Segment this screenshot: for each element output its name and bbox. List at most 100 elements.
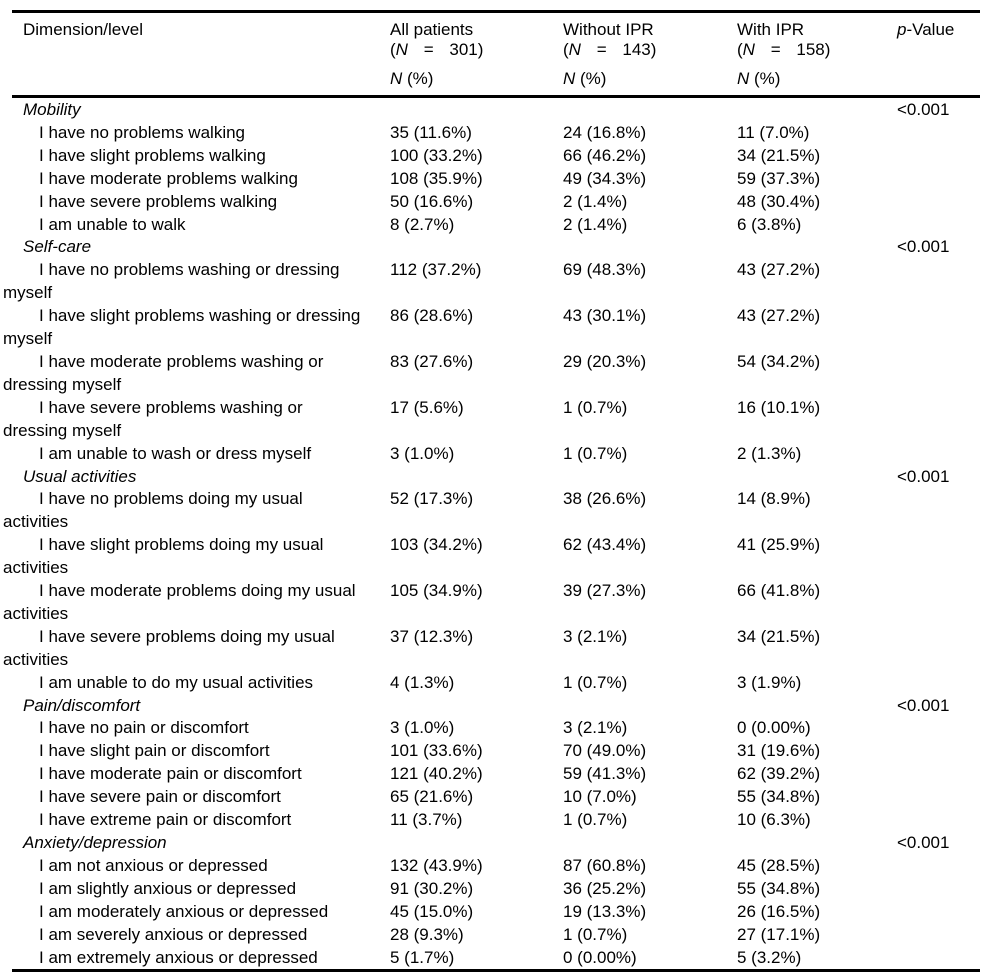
- section-row: Anxiety/depression <0.001: [3, 832, 992, 855]
- table-row: I am unable to walk 8 (2.7%) 2 (1.4%) 6 …: [3, 214, 992, 237]
- table-row: I have no problems walking 35 (11.6%) 24…: [3, 122, 992, 145]
- value-without-ipr: 70 (49.0%): [563, 741, 647, 761]
- value-without-ipr: 3 (2.1%): [563, 626, 628, 646]
- section-name: Usual activities: [23, 466, 137, 486]
- value-without-ipr: 3 (2.1%): [563, 718, 628, 738]
- value-all-patients: 3 (1.0%): [390, 443, 455, 463]
- value-with-ipr: 5 (3.2%): [737, 947, 802, 967]
- value-without-ipr: 62 (43.4%): [563, 535, 647, 555]
- value-all-patients: 132 (43.9%): [390, 855, 483, 875]
- column-n-pct-subheader: N (%): [390, 69, 434, 88]
- value-without-ipr: 43 (30.1%): [563, 306, 647, 326]
- value-without-ipr: 1 (0.7%): [563, 397, 628, 417]
- header-col-without-ipr: Without IPR (N = 143) N (%): [563, 20, 737, 89]
- value-with-ipr: 62 (39.2%): [737, 764, 821, 784]
- value-all-patients: 50 (16.6%): [390, 191, 474, 211]
- value-all-patients: 37 (12.3%): [390, 626, 474, 646]
- value-all-patients: 3 (1.0%): [390, 718, 455, 738]
- item-label: I have slight problems walking: [39, 145, 266, 165]
- item-label: I am slightly anxious or depressed: [39, 878, 297, 898]
- section-name: Mobility: [23, 100, 81, 119]
- item-label: I have severe problems doing my usual ac…: [3, 626, 335, 669]
- table-row: I have moderate problems walking 108 (35…: [3, 168, 992, 191]
- table-row: I have severe pain or discomfort 65 (21.…: [3, 786, 992, 809]
- section-row: Usual activities <0.001: [3, 466, 992, 489]
- value-all-patients: 121 (40.2%): [390, 764, 483, 784]
- section-row: Pain/discomfort <0.001: [3, 695, 992, 718]
- table-row: I have severe problems walking 50 (16.6%…: [3, 191, 992, 214]
- item-label: I have extreme pain or discomfort: [39, 810, 292, 830]
- section-p-value: <0.001: [897, 466, 950, 486]
- value-with-ipr: 26 (16.5%): [737, 901, 821, 921]
- value-all-patients: 108 (35.9%): [390, 168, 483, 188]
- value-all-patients: 8 (2.7%): [390, 214, 455, 234]
- value-all-patients: 5 (1.7%): [390, 947, 455, 967]
- item-label: I am unable to do my usual activities: [39, 672, 314, 692]
- item-label: I am unable to walk: [39, 214, 186, 234]
- table-header-rule: [12, 95, 980, 98]
- column-title: With IPR: [737, 20, 805, 39]
- item-label: I have moderate problems washing or dres…: [3, 351, 324, 394]
- value-without-ipr: 2 (1.4%): [563, 191, 628, 211]
- table-body: Mobility <0.001 I have no problems walki…: [0, 98, 992, 969]
- value-without-ipr: 69 (48.3%): [563, 260, 647, 280]
- value-with-ipr: 16 (10.1%): [737, 397, 821, 417]
- table-row: I have no pain or discomfort 3 (1.0%) 3 …: [3, 717, 992, 740]
- value-with-ipr: 34 (21.5%): [737, 626, 821, 646]
- section-name: Pain/discomfort: [23, 695, 141, 715]
- value-all-patients: 45 (15.0%): [390, 901, 474, 921]
- value-with-ipr: 43 (27.2%): [737, 306, 821, 326]
- value-all-patients: 86 (28.6%): [390, 306, 474, 326]
- table-row: I have moderate problems doing my usual …: [3, 580, 992, 626]
- section-name: Anxiety/depression: [23, 833, 167, 852]
- table-bottom-rule: [12, 969, 980, 973]
- table-row: I have slight problems washing or dressi…: [3, 305, 992, 351]
- header-dimension-level: Dimension/level: [23, 20, 143, 39]
- table-row: I have slight pain or discomfort 101 (33…: [3, 740, 992, 763]
- table-row: I have slight problems walking 100 (33.2…: [3, 145, 992, 168]
- value-without-ipr: 49 (34.3%): [563, 168, 647, 188]
- value-all-patients: 83 (27.6%): [390, 351, 474, 371]
- value-without-ipr: 1 (0.7%): [563, 672, 628, 692]
- item-label: I am severely anxious or depressed: [39, 924, 308, 944]
- item-label: I am not anxious or depressed: [39, 855, 268, 875]
- table-row: I have no problems washing or dressing m…: [3, 259, 992, 305]
- item-label: I have moderate problems doing my usual …: [3, 581, 356, 623]
- table-row: I have moderate problems washing or dres…: [3, 351, 992, 397]
- value-with-ipr: 45 (28.5%): [737, 855, 821, 875]
- value-without-ipr: 19 (13.3%): [563, 901, 647, 921]
- value-all-patients: 4 (1.3%): [390, 672, 455, 692]
- item-label: I have slight problems doing my usual ac…: [3, 535, 324, 578]
- value-all-patients: 65 (21.6%): [390, 787, 474, 807]
- table-row: I am unable to wash or dress myself 3 (1…: [3, 443, 992, 466]
- value-without-ipr: 2 (1.4%): [563, 214, 628, 234]
- item-label: I have severe problems walking: [39, 191, 278, 211]
- item-label: I have no problems walking: [39, 122, 246, 142]
- table-row: I have no problems doing my usual activi…: [3, 488, 992, 534]
- table-row: I have severe problems doing my usual ac…: [3, 626, 992, 672]
- value-without-ipr: 38 (26.6%): [563, 489, 647, 509]
- item-label: I have moderate pain or discomfort: [39, 764, 302, 784]
- value-with-ipr: 10 (6.3%): [737, 810, 811, 830]
- section-name: Self-care: [23, 237, 92, 257]
- value-all-patients: 17 (5.6%): [390, 397, 464, 417]
- item-label: I have severe problems washing or dressi…: [3, 397, 303, 440]
- header-col-all-patients: All patients (N = 301) N (%): [390, 20, 563, 89]
- value-all-patients: 52 (17.3%): [390, 489, 474, 509]
- value-with-ipr: 0 (0.00%): [737, 718, 811, 738]
- value-without-ipr: 66 (46.2%): [563, 145, 647, 165]
- value-without-ipr: 39 (27.3%): [563, 581, 647, 601]
- header-col-p-value: p-Value: [897, 20, 955, 39]
- table-row: I have severe problems washing or dressi…: [3, 397, 992, 443]
- value-with-ipr: 14 (8.9%): [737, 489, 811, 509]
- value-without-ipr: 1 (0.7%): [563, 924, 628, 944]
- item-label: I have slight pain or discomfort: [39, 741, 270, 761]
- column-title: Without IPR: [563, 20, 654, 39]
- value-with-ipr: 48 (30.4%): [737, 191, 821, 211]
- top-margin: [0, 0, 992, 10]
- column-n-count: (N = 143): [563, 40, 657, 59]
- section-p-value: <0.001: [897, 237, 950, 257]
- item-label: I have no problems washing or dressing m…: [3, 260, 340, 303]
- item-label: I am moderately anxious or depressed: [39, 901, 329, 921]
